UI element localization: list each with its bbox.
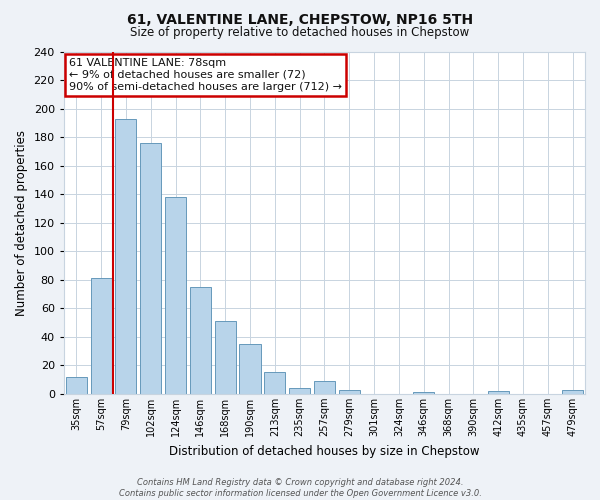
Text: Contains HM Land Registry data © Crown copyright and database right 2024.
Contai: Contains HM Land Registry data © Crown c… bbox=[119, 478, 481, 498]
Bar bbox=[289, 388, 310, 394]
Bar bbox=[488, 391, 509, 394]
Bar bbox=[562, 390, 583, 394]
Bar bbox=[239, 344, 260, 394]
Bar bbox=[264, 372, 286, 394]
Bar bbox=[190, 287, 211, 394]
X-axis label: Distribution of detached houses by size in Chepstow: Distribution of detached houses by size … bbox=[169, 444, 479, 458]
Bar bbox=[215, 321, 236, 394]
Bar bbox=[338, 390, 360, 394]
Text: 61, VALENTINE LANE, CHEPSTOW, NP16 5TH: 61, VALENTINE LANE, CHEPSTOW, NP16 5TH bbox=[127, 12, 473, 26]
Y-axis label: Number of detached properties: Number of detached properties bbox=[15, 130, 28, 316]
Bar bbox=[65, 377, 87, 394]
Text: 61 VALENTINE LANE: 78sqm
← 9% of detached houses are smaller (72)
90% of semi-de: 61 VALENTINE LANE: 78sqm ← 9% of detache… bbox=[69, 58, 342, 92]
Bar bbox=[115, 118, 136, 394]
Bar bbox=[91, 278, 112, 394]
Bar bbox=[314, 381, 335, 394]
Bar bbox=[413, 392, 434, 394]
Bar bbox=[140, 143, 161, 394]
Bar bbox=[165, 197, 186, 394]
Text: Size of property relative to detached houses in Chepstow: Size of property relative to detached ho… bbox=[130, 26, 470, 39]
